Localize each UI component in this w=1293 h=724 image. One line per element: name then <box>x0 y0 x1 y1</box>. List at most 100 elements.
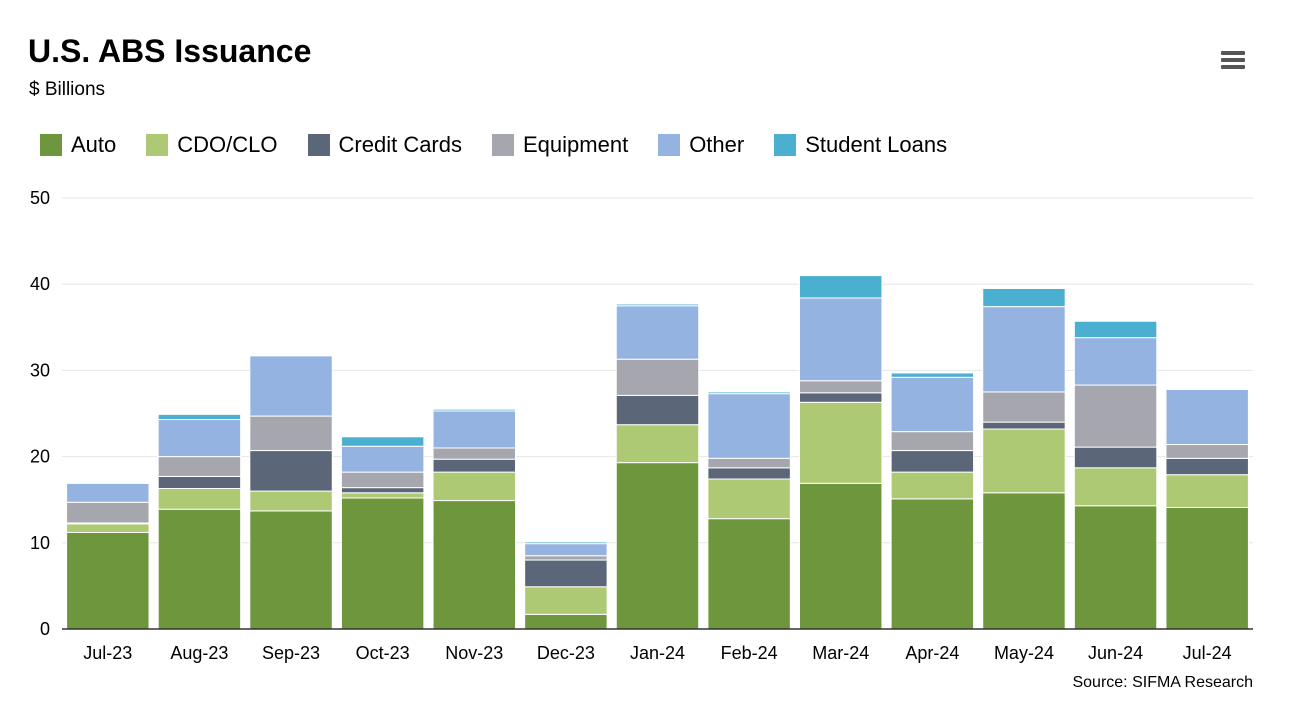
y-tick-label: 40 <box>30 274 50 294</box>
legend-label: CDO/CLO <box>177 132 278 157</box>
bar-segment-student-loans-jun-24[interactable] <box>1073 320 1158 339</box>
bar-segment-credit-cards-feb-24[interactable] <box>707 467 791 480</box>
bar-segment-equipment-jan-24[interactable] <box>615 358 700 396</box>
bar-segment-cdo-clo-oct-23[interactable] <box>340 492 425 499</box>
bar-segment-credit-cards-sep-23[interactable] <box>249 450 333 492</box>
bar-segment-cdo-clo-nov-23[interactable] <box>432 471 516 502</box>
legend-swatch <box>658 134 681 156</box>
bar-segment-student-loans-jul-23[interactable] <box>66 481 150 484</box>
bar-segment-student-loans-mar-24[interactable] <box>799 275 883 299</box>
bar-segment-credit-cards-nov-23[interactable] <box>432 458 516 473</box>
bar-segment-auto-may-24[interactable] <box>982 492 1066 630</box>
bar-segment-equipment-aug-23[interactable] <box>157 456 242 477</box>
x-tick-label: Dec-23 <box>537 643 595 663</box>
y-tick-label: 50 <box>30 188 50 208</box>
legend-label: Auto <box>71 132 117 157</box>
bar-segment-auto-jul-24[interactable] <box>1165 506 1249 630</box>
y-tick-label: 10 <box>30 533 50 553</box>
x-tick-label: May-24 <box>994 643 1054 663</box>
bar-segment-other-jul-23[interactable] <box>66 482 150 503</box>
bar-segment-auto-jul-23[interactable] <box>66 531 150 630</box>
legend-item-credit-cards[interactable]: Credit Cards <box>307 132 462 158</box>
x-tick-label: Nov-23 <box>445 643 503 663</box>
bar-segment-equipment-may-24[interactable] <box>982 391 1066 423</box>
bar-segment-auto-nov-23[interactable] <box>432 500 516 630</box>
bar-segment-equipment-jul-24[interactable] <box>1165 444 1249 459</box>
bar-segment-cdo-clo-sep-23[interactable] <box>249 490 333 512</box>
bar-segment-other-jul-24[interactable] <box>1165 388 1249 446</box>
bar-segment-auto-aug-23[interactable] <box>157 508 242 630</box>
bar-segment-credit-cards-oct-23[interactable] <box>340 487 425 494</box>
bar-segment-credit-cards-jun-24[interactable] <box>1073 446 1158 469</box>
bar-segment-student-loans-may-24[interactable] <box>982 288 1066 308</box>
bar-segment-equipment-nov-23[interactable] <box>432 447 516 460</box>
bar-segment-equipment-sep-23[interactable] <box>249 415 333 452</box>
bar-segment-other-jun-24[interactable] <box>1073 337 1158 386</box>
bar-segment-equipment-feb-24[interactable] <box>707 457 791 469</box>
bar-segment-credit-cards-apr-24[interactable] <box>890 450 975 473</box>
bar-segment-student-loans-oct-23[interactable] <box>340 436 425 447</box>
hamburger-menu-icon[interactable] <box>1221 48 1251 74</box>
bar-segment-equipment-mar-24[interactable] <box>799 380 883 394</box>
bar-segment-other-apr-24[interactable] <box>890 376 975 433</box>
legend-item-equipment[interactable]: Equipment <box>492 132 628 158</box>
bar-segment-auto-jun-24[interactable] <box>1073 505 1158 630</box>
bar-segment-equipment-jul-23[interactable] <box>66 501 150 524</box>
x-tick-label: Mar-24 <box>812 643 869 663</box>
bar-segment-student-loans-jan-24[interactable] <box>615 303 700 307</box>
bar-segment-other-may-24[interactable] <box>982 306 1066 393</box>
legend-swatch <box>40 134 62 156</box>
legend-item-student-loans[interactable]: Student Loans <box>774 132 947 158</box>
bar-segment-other-aug-23[interactable] <box>157 419 242 458</box>
bar-segment-auto-feb-24[interactable] <box>707 518 791 630</box>
bar-segment-student-loans-feb-24[interactable] <box>707 391 791 395</box>
bar-segment-student-loans-dec-23[interactable] <box>524 541 608 545</box>
bar-segment-credit-cards-jan-24[interactable] <box>615 394 700 426</box>
bar-segment-credit-cards-aug-23[interactable] <box>157 475 242 489</box>
bar-segment-cdo-clo-mar-24[interactable] <box>799 401 883 484</box>
bar-segment-auto-mar-24[interactable] <box>799 482 883 630</box>
bar-segment-cdo-clo-jul-24[interactable] <box>1165 474 1249 508</box>
bar-segment-student-loans-sep-23[interactable] <box>249 354 333 357</box>
bar-segment-cdo-clo-jul-23[interactable] <box>66 523 150 533</box>
bar-segment-equipment-jun-24[interactable] <box>1073 384 1158 448</box>
bar-segment-credit-cards-jul-24[interactable] <box>1165 457 1249 476</box>
bar-segment-equipment-dec-23[interactable] <box>524 555 608 561</box>
bar-segment-other-nov-23[interactable] <box>432 410 516 449</box>
bar-segment-cdo-clo-apr-24[interactable] <box>890 471 975 500</box>
bar-segment-credit-cards-mar-24[interactable] <box>799 392 883 403</box>
bar-segment-other-mar-24[interactable] <box>799 297 883 382</box>
bar-segment-equipment-oct-23[interactable] <box>340 471 425 489</box>
bar-segment-credit-cards-dec-23[interactable] <box>524 559 608 588</box>
bar-segment-other-dec-23[interactable] <box>524 543 608 557</box>
bar-segment-student-loans-aug-23[interactable] <box>157 413 242 421</box>
bar-segment-other-sep-23[interactable] <box>249 355 333 417</box>
bar-segment-student-loans-apr-24[interactable] <box>890 372 975 378</box>
bar-segment-cdo-clo-dec-23[interactable] <box>524 586 608 615</box>
legend-item-cdo-clo[interactable]: CDO/CLO <box>146 132 278 158</box>
bar-segment-other-jan-24[interactable] <box>615 305 700 360</box>
bar-segment-credit-cards-may-24[interactable] <box>982 421 1066 430</box>
x-tick-label: Apr-24 <box>905 643 959 663</box>
bar-segment-student-loans-jul-24[interactable] <box>1165 388 1249 390</box>
bar-segment-cdo-clo-may-24[interactable] <box>982 428 1066 494</box>
source-note: Source: SIFMA Research <box>1072 674 1253 691</box>
bar-segment-auto-jan-24[interactable] <box>615 462 700 630</box>
bar-segment-auto-apr-24[interactable] <box>890 498 975 630</box>
bar-segment-cdo-clo-jan-24[interactable] <box>615 424 700 464</box>
bar-segment-equipment-apr-24[interactable] <box>890 431 975 452</box>
bar-segment-other-oct-23[interactable] <box>340 445 425 473</box>
bar-segment-auto-oct-23[interactable] <box>340 497 425 630</box>
legend-item-other[interactable]: Other <box>658 132 744 158</box>
bar-segment-cdo-clo-jun-24[interactable] <box>1073 467 1158 507</box>
legend-swatch <box>307 134 330 156</box>
bar-segment-cdo-clo-aug-23[interactable] <box>157 487 242 510</box>
bar-segment-cdo-clo-feb-24[interactable] <box>707 478 791 520</box>
legend-item-auto[interactable]: Auto <box>40 132 116 158</box>
bar-segment-student-loans-nov-23[interactable] <box>432 408 516 412</box>
legend-swatch <box>774 134 797 156</box>
bar-segment-other-feb-24[interactable] <box>707 393 791 459</box>
bar-segment-auto-dec-23[interactable] <box>524 613 608 630</box>
bar-segment-auto-sep-23[interactable] <box>249 510 333 630</box>
chart-title: U.S. ABS Issuance <box>28 33 312 69</box>
